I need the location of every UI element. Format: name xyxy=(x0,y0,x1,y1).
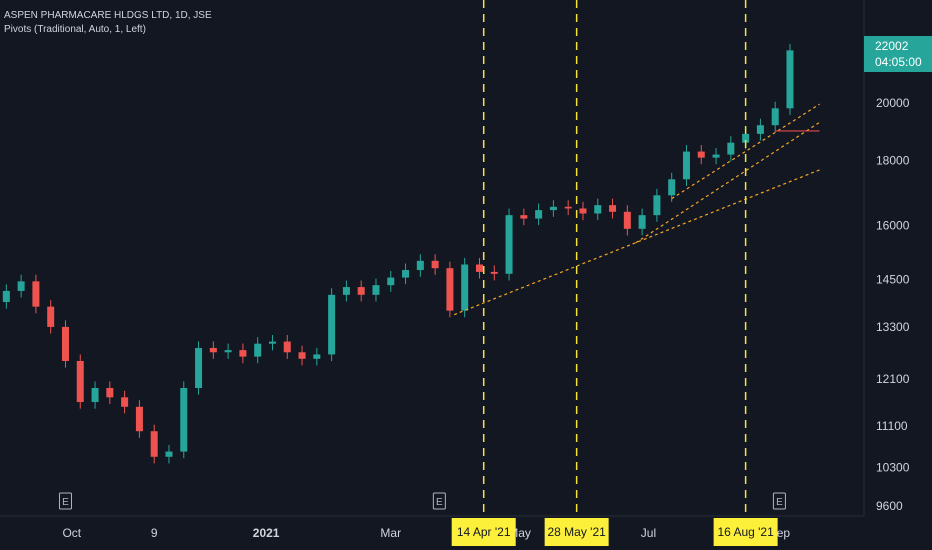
price-tick-label: 18000 xyxy=(876,154,910,168)
candle-body[interactable] xyxy=(165,451,173,457)
bar-countdown: 04:05:00 xyxy=(875,55,922,69)
candle-body[interactable] xyxy=(283,341,291,353)
price-tick-label: 9600 xyxy=(876,499,903,513)
candle-body[interactable] xyxy=(682,151,690,180)
earnings-marker[interactable] xyxy=(58,492,72,510)
time-tick-label: Oct xyxy=(62,526,81,540)
candle-body[interactable] xyxy=(549,206,557,211)
candle-body[interactable] xyxy=(653,195,661,216)
candle-body[interactable] xyxy=(742,133,750,143)
trendline[interactable] xyxy=(635,121,820,244)
candle-body[interactable] xyxy=(342,287,350,295)
candle-body[interactable] xyxy=(461,264,469,311)
candle-body[interactable] xyxy=(475,264,483,272)
candle-body[interactable] xyxy=(313,354,321,359)
candle-body[interactable] xyxy=(254,343,262,357)
price-tick-label: 10300 xyxy=(876,460,910,474)
candle-body[interactable] xyxy=(771,108,779,126)
candle-body[interactable] xyxy=(268,341,276,344)
candle-body[interactable] xyxy=(387,277,395,286)
date-marker-label-bg xyxy=(544,518,609,546)
candle-body[interactable] xyxy=(490,271,498,274)
candle-body[interactable] xyxy=(668,179,676,196)
trendlines-layer xyxy=(453,103,820,316)
candle-body[interactable] xyxy=(180,388,188,452)
time-tick-label: 9 xyxy=(151,526,158,540)
candle-body[interactable] xyxy=(47,306,55,327)
date-marker-label-bg xyxy=(713,518,778,546)
candle-body[interactable] xyxy=(416,260,424,271)
candle-body[interactable] xyxy=(91,388,99,403)
candle-body[interactable] xyxy=(564,206,572,209)
date-marker-label: 16 Aug '21 xyxy=(717,525,774,539)
candle-body[interactable] xyxy=(239,350,247,357)
candle-body[interactable] xyxy=(195,347,203,389)
price-tick-label: 16000 xyxy=(876,218,910,232)
candle-body[interactable] xyxy=(594,205,602,214)
candle-body[interactable] xyxy=(727,142,735,155)
candle-body[interactable] xyxy=(106,388,114,398)
candle-body[interactable] xyxy=(638,215,646,229)
candle-body[interactable] xyxy=(224,350,232,353)
candle-body[interactable] xyxy=(520,215,528,219)
pivots-indicator-label[interactable]: Pivots (Traditional, Auto, 1, Left) xyxy=(4,24,146,35)
candle-body[interactable] xyxy=(135,406,143,432)
date-marker-label-bg xyxy=(451,518,516,546)
candle-body[interactable] xyxy=(402,270,410,278)
candle-body[interactable] xyxy=(298,352,306,359)
candle-body[interactable] xyxy=(32,281,40,307)
candle-body[interactable] xyxy=(579,208,587,214)
date-marker-label: 14 Apr '21 xyxy=(457,525,511,539)
price-tick-label: 13300 xyxy=(876,320,910,334)
earnings-marker-label: E xyxy=(62,497,69,508)
candle-body[interactable] xyxy=(2,290,10,303)
candle-body[interactable] xyxy=(328,294,336,355)
candle-body[interactable] xyxy=(121,397,129,407)
candle-body[interactable] xyxy=(609,205,617,212)
candle-body[interactable] xyxy=(505,215,513,274)
candle-body[interactable] xyxy=(712,154,720,158)
candle-body[interactable] xyxy=(61,326,69,361)
trendline[interactable] xyxy=(671,103,820,200)
date-markers-layer: 14 Apr '21 28 May '21 16 Aug '21 xyxy=(451,0,778,546)
last-price-badge: 22002 04:05:00 xyxy=(864,36,932,72)
candle-body[interactable] xyxy=(209,347,217,353)
earnings-marker-label: E xyxy=(776,497,783,508)
price-tick-label: 11100 xyxy=(876,419,908,433)
candle-body[interactable] xyxy=(446,268,454,311)
last-price-value: 22002 xyxy=(875,39,909,53)
price-axis[interactable]: 20000 18000 16000 14500 13300 12100 11100 10300… xyxy=(876,96,910,513)
candles-layer xyxy=(2,43,794,464)
candle-body[interactable] xyxy=(76,360,84,403)
candle-body[interactable] xyxy=(786,50,794,109)
candle-body[interactable] xyxy=(372,285,380,295)
earnings-marker[interactable] xyxy=(432,492,446,510)
candle-body[interactable] xyxy=(535,210,543,219)
date-marker-label: 28 May '21 xyxy=(547,525,606,539)
price-tick-label: 20000 xyxy=(876,96,910,110)
candle-body[interactable] xyxy=(756,125,764,134)
earnings-marker[interactable] xyxy=(772,492,786,510)
time-tick-label: Mar xyxy=(380,526,401,540)
candle-body[interactable] xyxy=(623,211,631,229)
candle-body[interactable] xyxy=(357,287,365,295)
time-tick-label: Jul xyxy=(641,526,656,540)
price-tick-label: 12100 xyxy=(876,372,910,386)
candle-body[interactable] xyxy=(150,431,158,457)
candle-body[interactable] xyxy=(697,151,705,158)
price-tick-label: 14500 xyxy=(876,272,910,286)
time-tick-label: 2021 xyxy=(253,526,280,540)
earnings-marker-label: E xyxy=(436,497,443,508)
candle-body[interactable] xyxy=(431,260,439,269)
candle-body[interactable] xyxy=(17,281,25,291)
symbol-title[interactable]: ASPEN PHARMACARE HLDGS LTD, 1D, JSE xyxy=(4,10,212,21)
